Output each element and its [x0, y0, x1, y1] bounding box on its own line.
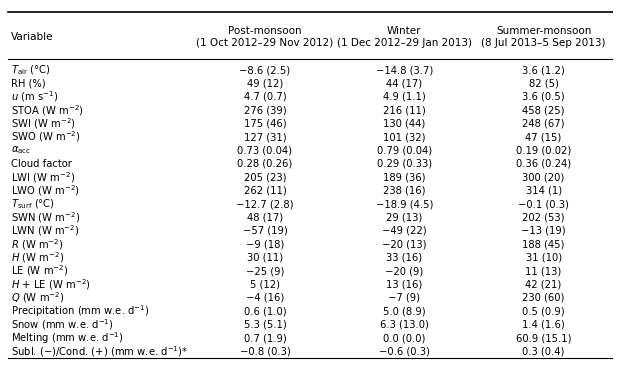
Text: −13 (19): −13 (19): [521, 226, 566, 236]
Text: 3.6 (0.5): 3.6 (0.5): [522, 92, 565, 102]
Text: 262 (11): 262 (11): [244, 186, 286, 196]
Text: 230 (60): 230 (60): [522, 293, 565, 303]
Text: −0.8 (0.3): −0.8 (0.3): [239, 346, 290, 357]
Text: −49 (22): −49 (22): [382, 226, 427, 236]
Text: SWI (W m$^{-2}$): SWI (W m$^{-2}$): [11, 116, 75, 131]
Text: 30 (11): 30 (11): [247, 253, 283, 263]
Text: −0.6 (0.3): −0.6 (0.3): [379, 346, 430, 357]
Text: −9 (18): −9 (18): [246, 239, 284, 249]
Text: −25 (9): −25 (9): [246, 266, 284, 276]
Text: 127 (31): 127 (31): [244, 132, 286, 142]
Text: Cloud factor: Cloud factor: [11, 159, 72, 169]
Text: 42 (21): 42 (21): [526, 280, 562, 289]
Text: 4.7 (0.7): 4.7 (0.7): [244, 92, 286, 102]
Text: 175 (46): 175 (46): [244, 119, 286, 129]
Text: −7 (9): −7 (9): [388, 293, 420, 303]
Text: 33 (16): 33 (16): [386, 253, 422, 263]
Text: $Q$ (W m$^{-2}$): $Q$ (W m$^{-2}$): [11, 291, 64, 305]
Text: 82 (5): 82 (5): [529, 78, 559, 88]
Text: −57 (19): −57 (19): [243, 226, 287, 236]
Text: 5 (12): 5 (12): [250, 280, 280, 289]
Text: 0.7 (1.9): 0.7 (1.9): [244, 333, 286, 343]
Text: 0.3 (0.4): 0.3 (0.4): [522, 346, 565, 357]
Text: Winter
(1 Dec 2012–29 Jan 2013): Winter (1 Dec 2012–29 Jan 2013): [337, 26, 471, 47]
Text: 6.3 (13.0): 6.3 (13.0): [380, 320, 429, 330]
Text: 314 (1): 314 (1): [526, 186, 562, 196]
Text: −12.7 (2.8): −12.7 (2.8): [236, 199, 294, 209]
Text: Post-monsoon
(1 Oct 2012–29 Nov 2012): Post-monsoon (1 Oct 2012–29 Nov 2012): [197, 26, 333, 47]
Text: LWI (W m$^{-2}$): LWI (W m$^{-2}$): [11, 170, 75, 185]
Text: LWO (W m$^{-2}$): LWO (W m$^{-2}$): [11, 183, 80, 198]
Text: 130 (44): 130 (44): [383, 119, 425, 129]
Text: 202 (53): 202 (53): [522, 212, 565, 223]
Text: 3.6 (1.2): 3.6 (1.2): [522, 65, 565, 75]
Text: −14.8 (3.7): −14.8 (3.7): [376, 65, 433, 75]
Text: 29 (13): 29 (13): [386, 212, 422, 223]
Text: $u$ (m s$^{-1}$): $u$ (m s$^{-1}$): [11, 89, 58, 104]
Text: 0.6 (1.0): 0.6 (1.0): [244, 306, 286, 316]
Text: 300 (20): 300 (20): [522, 172, 565, 182]
Text: Summer-monsoon
(8 Jul 2013–5 Sep 2013): Summer-monsoon (8 Jul 2013–5 Sep 2013): [481, 26, 606, 47]
Text: −20 (13): −20 (13): [382, 239, 427, 249]
Text: 248 (67): 248 (67): [522, 119, 565, 129]
Text: 0.28 (0.26): 0.28 (0.26): [238, 159, 292, 169]
Text: RH (%): RH (%): [11, 78, 45, 88]
Text: $T_\mathrm{air}$ (°C): $T_\mathrm{air}$ (°C): [11, 63, 50, 77]
Text: −0.1 (0.3): −0.1 (0.3): [518, 199, 569, 209]
Text: 4.9 (1.1): 4.9 (1.1): [383, 92, 425, 102]
Text: LWN (W m$^{-2}$): LWN (W m$^{-2}$): [11, 223, 79, 238]
Text: 13 (16): 13 (16): [386, 280, 422, 289]
Text: 205 (23): 205 (23): [244, 172, 286, 182]
Text: 238 (16): 238 (16): [383, 186, 425, 196]
Text: $\alpha_\mathrm{acc}$: $\alpha_\mathrm{acc}$: [11, 145, 30, 156]
Text: 0.79 (0.04): 0.79 (0.04): [377, 146, 432, 155]
Text: 458 (25): 458 (25): [522, 105, 565, 115]
Text: Subl. (−)/Cond. (+) (mm w.e. d$^{-1}$)*: Subl. (−)/Cond. (+) (mm w.e. d$^{-1}$)*: [11, 344, 188, 359]
Text: −18.9 (4.5): −18.9 (4.5): [376, 199, 433, 209]
Text: 60.9 (15.1): 60.9 (15.1): [516, 333, 572, 343]
Text: 0.5 (0.9): 0.5 (0.9): [522, 306, 565, 316]
Text: 0.29 (0.33): 0.29 (0.33): [377, 159, 432, 169]
Text: 5.3 (5.1): 5.3 (5.1): [244, 320, 286, 330]
Text: $R$ (W m$^{-2}$): $R$ (W m$^{-2}$): [11, 237, 63, 252]
Text: 101 (32): 101 (32): [383, 132, 425, 142]
Text: −20 (9): −20 (9): [385, 266, 424, 276]
Text: 44 (17): 44 (17): [386, 78, 422, 88]
Text: 49 (12): 49 (12): [247, 78, 283, 88]
Text: $H$ + LE (W m$^{-2}$): $H$ + LE (W m$^{-2}$): [11, 277, 90, 292]
Text: STOA (W m$^{-2}$): STOA (W m$^{-2}$): [11, 103, 83, 118]
Text: 0.19 (0.02): 0.19 (0.02): [516, 146, 571, 155]
Text: Melting (mm w.e. d$^{-1}$): Melting (mm w.e. d$^{-1}$): [11, 330, 123, 346]
Text: 0.36 (0.24): 0.36 (0.24): [516, 159, 571, 169]
Text: 48 (17): 48 (17): [247, 212, 283, 223]
Text: Variable: Variable: [11, 32, 53, 42]
Text: 276 (39): 276 (39): [244, 105, 286, 115]
Text: 11 (13): 11 (13): [526, 266, 562, 276]
Text: 31 (10): 31 (10): [526, 253, 562, 263]
Text: 216 (11): 216 (11): [383, 105, 425, 115]
Text: 188 (45): 188 (45): [522, 239, 565, 249]
Text: $T_\mathrm{surf}$ (°C): $T_\mathrm{surf}$ (°C): [11, 197, 55, 211]
Text: −4 (16): −4 (16): [246, 293, 284, 303]
Text: 0.73 (0.04): 0.73 (0.04): [238, 146, 292, 155]
Text: Snow (mm w.e. d$^{-1}$): Snow (mm w.e. d$^{-1}$): [11, 317, 113, 332]
Text: SWO (W m$^{-2}$): SWO (W m$^{-2}$): [11, 130, 80, 145]
Text: 189 (36): 189 (36): [383, 172, 425, 182]
Text: 47 (15): 47 (15): [526, 132, 562, 142]
Text: $H$ (W m$^{-2}$): $H$ (W m$^{-2}$): [11, 250, 64, 265]
Text: 1.4 (1.6): 1.4 (1.6): [522, 320, 565, 330]
Text: −8.6 (2.5): −8.6 (2.5): [239, 65, 290, 75]
Text: 0.0 (0.0): 0.0 (0.0): [383, 333, 425, 343]
Text: 5.0 (8.9): 5.0 (8.9): [383, 306, 425, 316]
Text: SWN (W m$^{-2}$): SWN (W m$^{-2}$): [11, 210, 80, 225]
Text: Precipitation (mm w.e. d$^{-1}$): Precipitation (mm w.e. d$^{-1}$): [11, 303, 149, 319]
Text: LE (W m$^{-2}$): LE (W m$^{-2}$): [11, 264, 68, 278]
